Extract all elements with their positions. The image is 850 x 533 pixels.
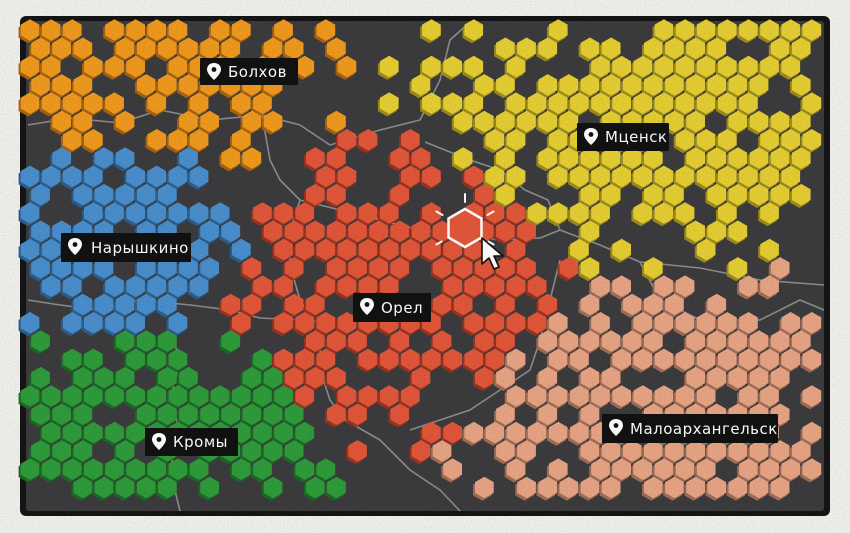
- regional-hex-map: Болхов Мценск Нарышкино Орел Кромы: [0, 0, 850, 533]
- paper-grain-texture: [0, 0, 850, 533]
